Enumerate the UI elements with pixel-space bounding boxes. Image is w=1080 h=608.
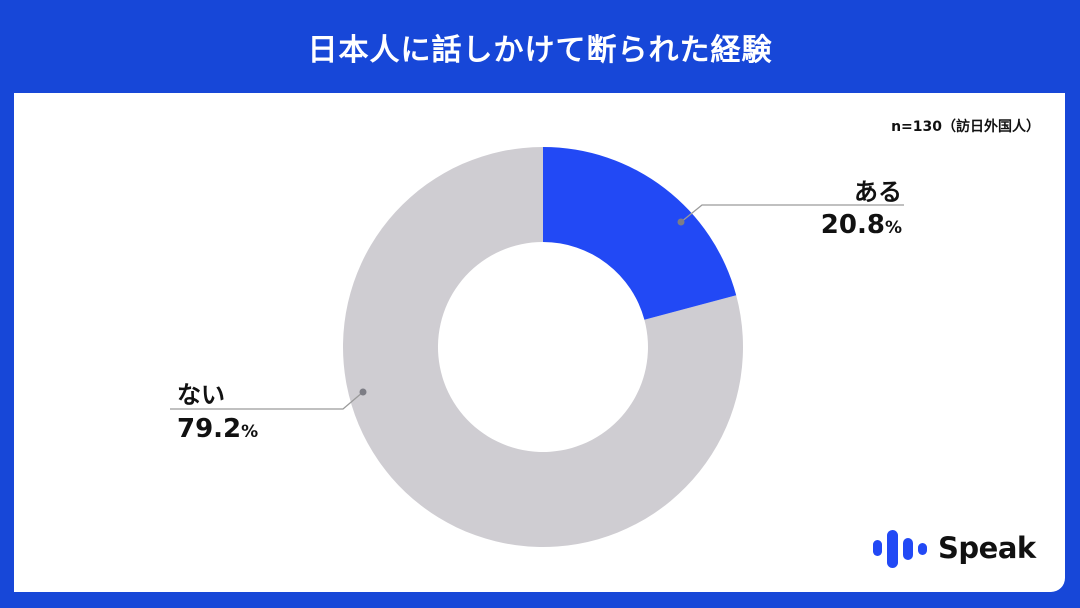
label-no-name: ない	[177, 381, 225, 409]
label-no: ない	[177, 375, 225, 410]
label-yes-name: ある	[854, 178, 902, 206]
label-yes-percent: 20.8	[820, 210, 885, 240]
sample-size-note: n=130（訪日外国人）	[891, 119, 1040, 135]
leader-dot-yes	[677, 218, 685, 226]
percent-sign: %	[241, 422, 259, 442]
slice-no	[342, 147, 743, 547]
label-yes-value: 20.8%	[821, 210, 902, 240]
percent-sign: %	[884, 218, 902, 238]
speak-logo: Speak	[938, 531, 1036, 565]
label-no-value: 79.2%	[177, 414, 258, 444]
leader-dot-no	[359, 388, 367, 396]
speak-logo-text: Speak	[938, 531, 1036, 565]
leader-line-yes	[680, 204, 904, 223]
chart-title: 日本人に話しかけて断られた経験	[307, 32, 773, 68]
speak-logo-icon	[873, 530, 927, 568]
label-no-percent: 79.2	[177, 414, 242, 444]
leader-line-no	[170, 391, 364, 410]
slice-yes	[543, 147, 737, 320]
label-yes: ある	[854, 172, 902, 207]
